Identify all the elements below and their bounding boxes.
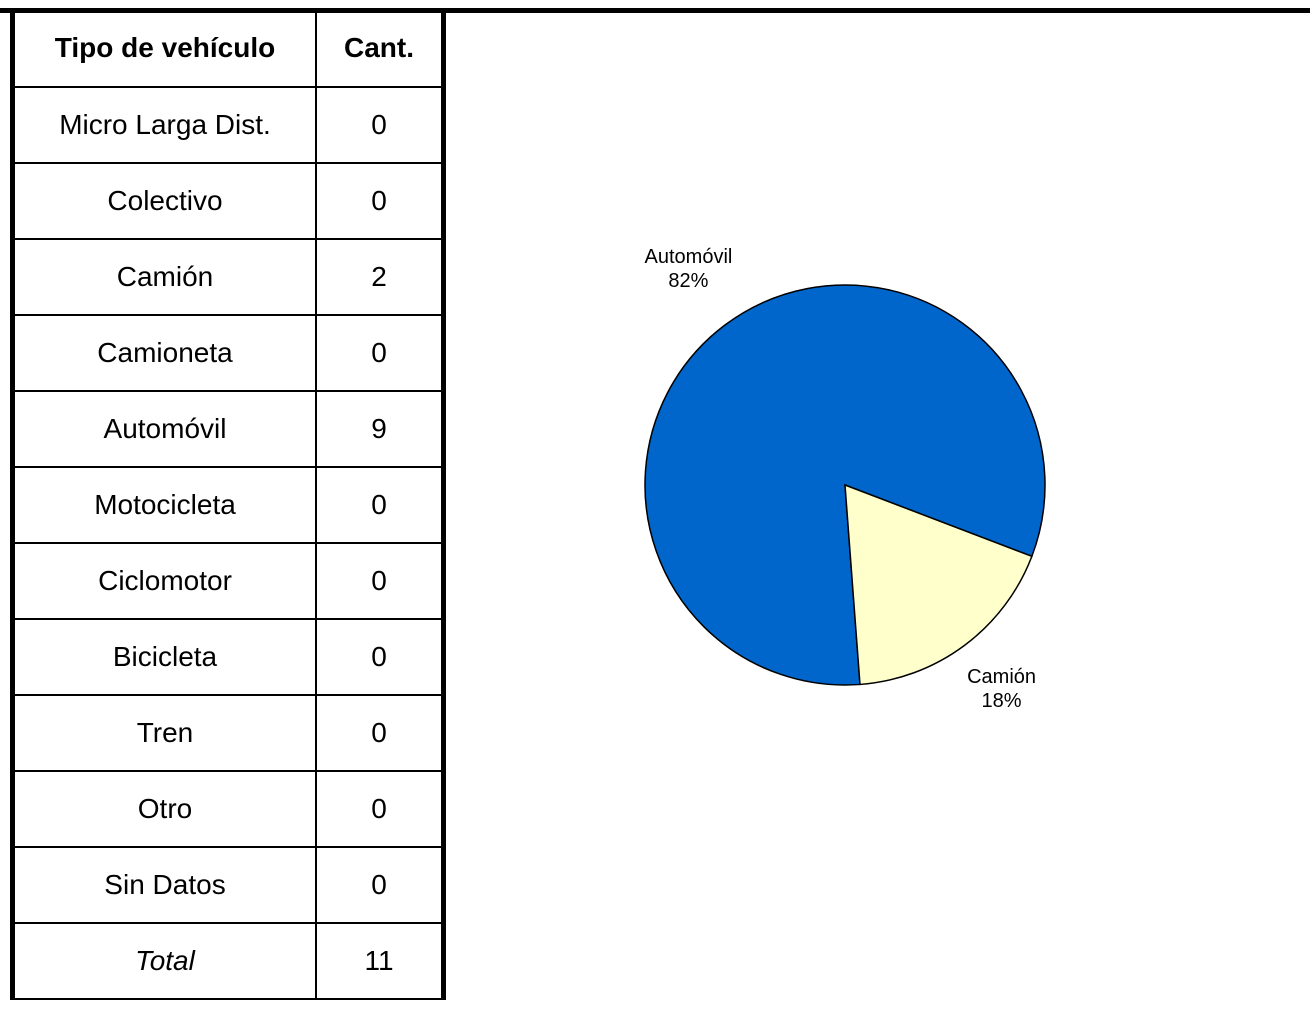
top-border — [0, 8, 1310, 13]
table-row: Camioneta 0 — [11, 314, 445, 392]
slice-percent: 18% — [982, 690, 1022, 712]
table-row: Otro 0 — [11, 770, 445, 848]
table-row: Micro Larga Dist. 0 — [11, 86, 445, 164]
slice-label: Automóvil 82% — [645, 246, 733, 292]
table-cell: Camioneta — [11, 314, 317, 392]
table-cell: Camión — [11, 238, 317, 316]
table-cell: 0 — [315, 466, 445, 544]
table-cell: Tipo de vehículo — [11, 8, 317, 88]
table-cell: 0 — [315, 618, 445, 696]
table-cell: Automóvil — [11, 390, 317, 468]
table-row: Tipo de vehículo Cant. — [11, 8, 445, 88]
table-cell: Colectivo — [11, 162, 317, 240]
table-cell: 9 — [315, 390, 445, 468]
slice-category: Automóvil — [645, 246, 733, 268]
table-cell: Tren — [11, 694, 317, 772]
table-row: Ciclomotor 0 — [11, 542, 445, 620]
table-row: Motocicleta 0 — [11, 466, 445, 544]
slice-category: Camión — [967, 666, 1036, 688]
table-cell: 0 — [315, 542, 445, 620]
table-row: Bicicleta 0 — [11, 618, 445, 696]
table-row: Camión 2 — [11, 238, 445, 316]
table-cell: 0 — [315, 162, 445, 240]
table-cell: Otro — [11, 770, 317, 848]
table-cell: 0 — [315, 694, 445, 772]
table-row: Sin Datos 0 — [11, 846, 445, 924]
table-row: Total 11 — [11, 922, 445, 1000]
table-cell: Sin Datos — [11, 846, 317, 924]
table-cell: 0 — [315, 770, 445, 848]
slice-percent: 82% — [668, 270, 708, 292]
table-cell: Ciclomotor — [11, 542, 317, 620]
slice-label: Camión 18% — [967, 666, 1036, 712]
pie-slice — [844, 483, 1033, 686]
table-cell: Cant. — [315, 8, 445, 88]
vehicle-table: Tipo de vehículo Cant. Micro Larga Dist. 0 C… — [10, 8, 446, 1000]
table-cell: Micro Larga Dist. — [11, 86, 317, 164]
table-cell: 0 — [315, 86, 445, 164]
table-cell: 2 — [315, 238, 445, 316]
table-cell: Total — [11, 922, 317, 1000]
table-cell: 0 — [315, 846, 445, 924]
table-cell: 11 — [315, 922, 445, 1000]
table-cell: Motocicleta — [11, 466, 317, 544]
table-row: Colectivo 0 — [11, 162, 445, 240]
table-cell: 0 — [315, 314, 445, 392]
table-row: Tren 0 — [11, 694, 445, 772]
table-cell: Bicicleta — [11, 618, 317, 696]
table-row: Automóvil 9 — [11, 390, 445, 468]
